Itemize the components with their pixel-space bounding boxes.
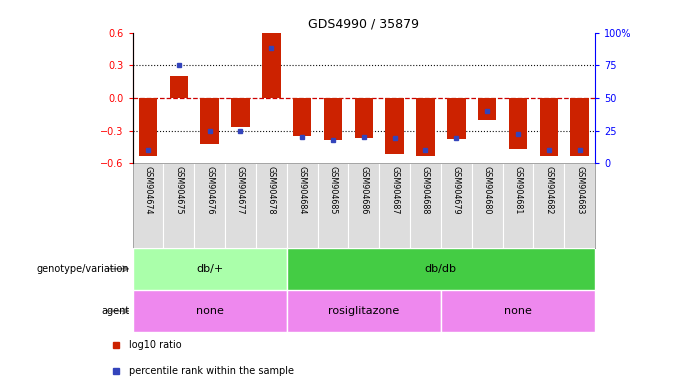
Bar [318, 163, 348, 248]
Bar [416, 98, 435, 156]
Bar [348, 163, 379, 248]
Bar [503, 163, 533, 248]
Bar [287, 248, 595, 290]
Text: none: none [196, 306, 224, 316]
Bar [194, 163, 225, 248]
Text: genotype/variation: genotype/variation [37, 264, 129, 274]
Bar [410, 163, 441, 248]
Bar [354, 98, 373, 138]
Bar [472, 163, 503, 248]
Bar [163, 163, 194, 248]
Text: GSM904681: GSM904681 [513, 166, 522, 214]
Text: log10 ratio: log10 ratio [129, 340, 182, 350]
Text: GSM904682: GSM904682 [544, 166, 554, 214]
Text: rosiglitazone: rosiglitazone [328, 306, 399, 316]
Text: GSM904683: GSM904683 [575, 166, 584, 214]
Bar [133, 163, 163, 248]
Bar [201, 98, 219, 144]
Text: percentile rank within the sample: percentile rank within the sample [129, 366, 294, 376]
Text: GSM904680: GSM904680 [483, 166, 492, 214]
Text: GSM904688: GSM904688 [421, 166, 430, 214]
Bar [133, 248, 287, 290]
Text: db/db: db/db [425, 264, 457, 274]
Bar [441, 163, 472, 248]
Bar [509, 98, 527, 149]
Bar [564, 163, 595, 248]
Text: agent: agent [101, 306, 129, 316]
Text: db/+: db/+ [196, 264, 223, 274]
Bar [386, 98, 404, 154]
Bar [169, 76, 188, 98]
Text: GSM904678: GSM904678 [267, 166, 276, 214]
Text: GSM904685: GSM904685 [328, 166, 337, 214]
Text: GSM904686: GSM904686 [359, 166, 369, 214]
Bar [287, 163, 318, 248]
Text: GSM904674: GSM904674 [143, 166, 152, 214]
Text: GSM904684: GSM904684 [298, 166, 307, 214]
Bar [533, 163, 564, 248]
Bar [231, 98, 250, 127]
Bar [139, 98, 157, 156]
Text: GSM904677: GSM904677 [236, 166, 245, 214]
Text: GSM904687: GSM904687 [390, 166, 399, 214]
Bar [287, 290, 441, 332]
Text: GSM904676: GSM904676 [205, 166, 214, 214]
Bar [262, 33, 281, 98]
Text: none: none [504, 306, 532, 316]
Title: GDS4990 / 35879: GDS4990 / 35879 [308, 17, 420, 30]
Bar [539, 98, 558, 156]
Bar [324, 98, 342, 141]
Bar [379, 163, 410, 248]
Bar [571, 98, 589, 156]
Bar [441, 290, 595, 332]
Bar [447, 98, 466, 139]
Bar [133, 290, 287, 332]
Bar [293, 98, 311, 136]
Text: GSM904675: GSM904675 [174, 166, 184, 214]
Bar [256, 163, 287, 248]
Bar [478, 98, 496, 120]
Text: GSM904679: GSM904679 [452, 166, 461, 214]
Bar [225, 163, 256, 248]
